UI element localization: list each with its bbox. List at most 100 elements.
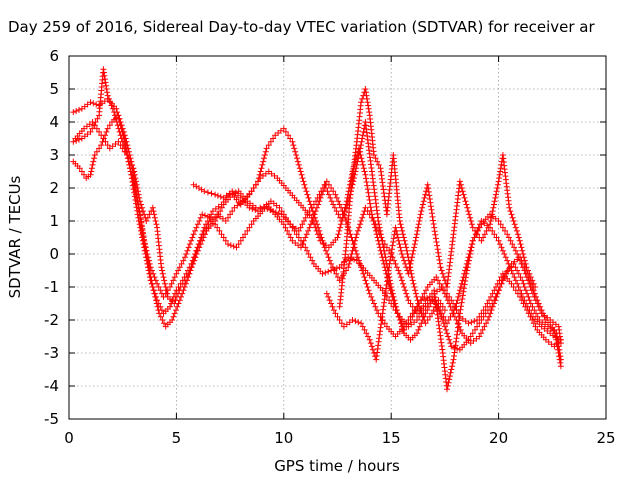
data-point bbox=[248, 188, 255, 195]
data-point bbox=[355, 319, 362, 326]
data-point bbox=[405, 317, 412, 323]
data-point bbox=[220, 234, 227, 241]
data-point bbox=[314, 221, 321, 228]
data-point bbox=[159, 270, 166, 277]
data-point bbox=[329, 264, 336, 271]
data-point bbox=[378, 251, 385, 257]
data-point bbox=[429, 213, 436, 220]
data-point bbox=[262, 148, 269, 155]
data-point bbox=[255, 178, 261, 185]
data-point bbox=[413, 293, 420, 300]
data-point bbox=[493, 234, 500, 241]
data-point bbox=[417, 211, 424, 218]
data-point bbox=[432, 231, 439, 238]
data-point bbox=[463, 260, 470, 267]
data-point bbox=[76, 106, 82, 113]
data-point bbox=[232, 189, 239, 196]
data-point bbox=[91, 122, 98, 129]
data-point bbox=[120, 132, 127, 139]
data-point bbox=[461, 285, 467, 292]
data-point bbox=[489, 211, 495, 218]
data-point bbox=[409, 274, 415, 281]
data-point bbox=[406, 260, 413, 267]
data-point bbox=[338, 204, 345, 211]
data-point bbox=[133, 178, 139, 185]
data-point bbox=[150, 208, 157, 215]
data-point bbox=[350, 241, 357, 248]
data-point bbox=[313, 204, 320, 211]
data-point bbox=[260, 158, 267, 165]
data-point bbox=[400, 280, 406, 287]
data-point bbox=[191, 257, 198, 264]
data-point bbox=[499, 224, 506, 231]
data-point bbox=[422, 320, 429, 327]
data-point bbox=[326, 257, 333, 264]
data-point bbox=[192, 254, 199, 261]
data-point bbox=[135, 191, 142, 198]
data-point bbox=[162, 284, 169, 290]
data-point bbox=[381, 241, 388, 248]
data-point bbox=[325, 181, 332, 188]
data-point bbox=[315, 201, 322, 208]
data-point bbox=[517, 241, 524, 248]
data-point bbox=[157, 313, 164, 320]
data-point bbox=[339, 208, 346, 215]
data-point bbox=[516, 237, 523, 244]
data-point bbox=[133, 181, 140, 188]
data-point bbox=[519, 247, 526, 254]
data-point bbox=[497, 241, 503, 248]
data-point bbox=[170, 277, 177, 284]
data-point bbox=[256, 171, 263, 178]
data-point bbox=[307, 221, 314, 228]
data-point bbox=[293, 152, 300, 158]
data-point bbox=[523, 264, 530, 271]
data-point bbox=[534, 300, 541, 307]
data-point bbox=[363, 280, 370, 287]
data-point bbox=[352, 318, 359, 325]
data-point bbox=[499, 247, 506, 254]
data-point bbox=[134, 211, 141, 218]
data-point bbox=[289, 224, 296, 231]
data-point bbox=[88, 168, 95, 175]
data-point bbox=[133, 204, 140, 211]
data-point bbox=[393, 264, 400, 271]
data-point bbox=[367, 204, 374, 211]
data-point bbox=[125, 155, 132, 162]
data-points bbox=[70, 66, 564, 393]
data-point bbox=[330, 307, 337, 314]
data-point bbox=[136, 198, 143, 205]
data-point bbox=[392, 303, 399, 310]
data-point bbox=[514, 251, 521, 257]
data-point bbox=[347, 254, 354, 261]
data-point bbox=[320, 241, 327, 248]
data-point bbox=[218, 231, 225, 238]
data-point bbox=[527, 274, 534, 281]
data-point bbox=[167, 303, 173, 310]
data-point bbox=[188, 264, 195, 271]
data-point bbox=[416, 218, 423, 224]
data-point bbox=[415, 300, 422, 307]
data-point bbox=[377, 247, 384, 254]
data-point bbox=[526, 297, 533, 304]
data-point bbox=[217, 208, 224, 215]
data-point bbox=[422, 300, 429, 307]
data-point bbox=[136, 221, 143, 228]
data-point bbox=[495, 287, 502, 294]
data-point bbox=[137, 224, 144, 231]
data-point bbox=[300, 178, 307, 185]
data-point bbox=[483, 227, 490, 234]
data-point bbox=[463, 264, 469, 271]
data-point bbox=[465, 336, 472, 343]
data-point bbox=[307, 254, 314, 261]
data-point bbox=[157, 287, 164, 294]
data-point bbox=[325, 293, 332, 300]
data-point bbox=[100, 135, 107, 142]
data-point bbox=[405, 254, 412, 261]
data-point bbox=[462, 267, 469, 274]
data-point bbox=[303, 231, 310, 238]
data-point bbox=[445, 379, 452, 386]
data-point bbox=[416, 323, 423, 330]
data-point bbox=[354, 254, 361, 261]
data-point bbox=[476, 333, 483, 340]
data-point bbox=[417, 214, 423, 221]
